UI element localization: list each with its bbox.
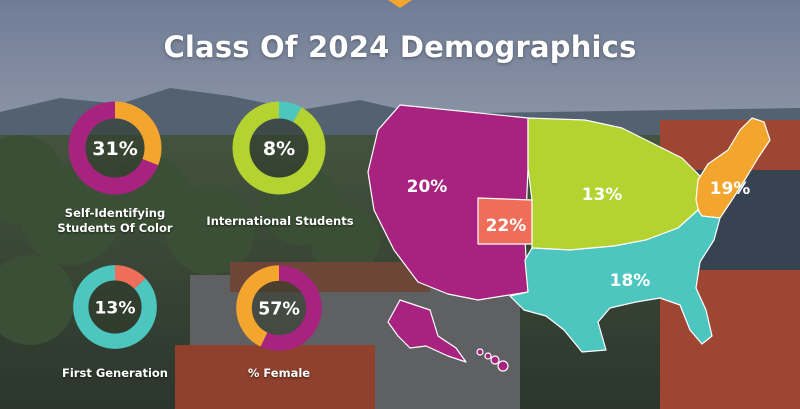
caption-line: Self-Identifying: [64, 206, 166, 220]
page-title: Class Of 2024 Demographics: [163, 30, 637, 64]
top-frame-tab: [388, 0, 412, 8]
donut-slice: [68, 101, 162, 195]
region-northeast: [695, 117, 771, 219]
region-hawaii: [476, 348, 509, 372]
donut-label: 31%: [92, 138, 137, 160]
donut-slice: [73, 265, 157, 349]
donut-hole: [85, 118, 145, 178]
donut-international: 8%: [232, 101, 326, 195]
label-midwest: 13%: [582, 185, 623, 205]
region-alaska: [387, 299, 467, 363]
donut-first-generation: 13%: [73, 265, 157, 349]
label-south: 18%: [610, 271, 651, 291]
donut-hole: [88, 280, 142, 334]
donut-students-of-color: 31%: [68, 101, 162, 195]
donut-slice: [236, 265, 322, 351]
caption-first-generation: First Generation: [40, 366, 190, 381]
caption-female: % Female: [214, 366, 344, 381]
caption-line: Students Of Color: [57, 221, 173, 235]
caption-line: International Students: [206, 214, 354, 228]
caption-line: % Female: [247, 366, 311, 380]
donut-female: 57%: [236, 265, 322, 351]
label-colorado: 22%: [486, 216, 527, 236]
caption-students-of-color: Self-Identifying Students Of Color: [30, 206, 200, 236]
donut-hole: [249, 118, 309, 178]
donut-hole: [251, 280, 307, 336]
donut-label: 57%: [258, 299, 300, 319]
building-lower-left: [175, 345, 375, 409]
donut-slice: [232, 101, 326, 195]
label-northeast: 19%: [710, 179, 751, 199]
caption-international: International Students: [190, 214, 370, 229]
donut-label: 8%: [263, 138, 295, 160]
label-west: 20%: [407, 177, 448, 197]
region-south: [509, 209, 721, 353]
donut-label: 13%: [95, 298, 136, 318]
caption-line: First Generation: [62, 366, 168, 380]
us-region-map: 20% 22% 13% 19% 18%: [367, 104, 771, 372]
